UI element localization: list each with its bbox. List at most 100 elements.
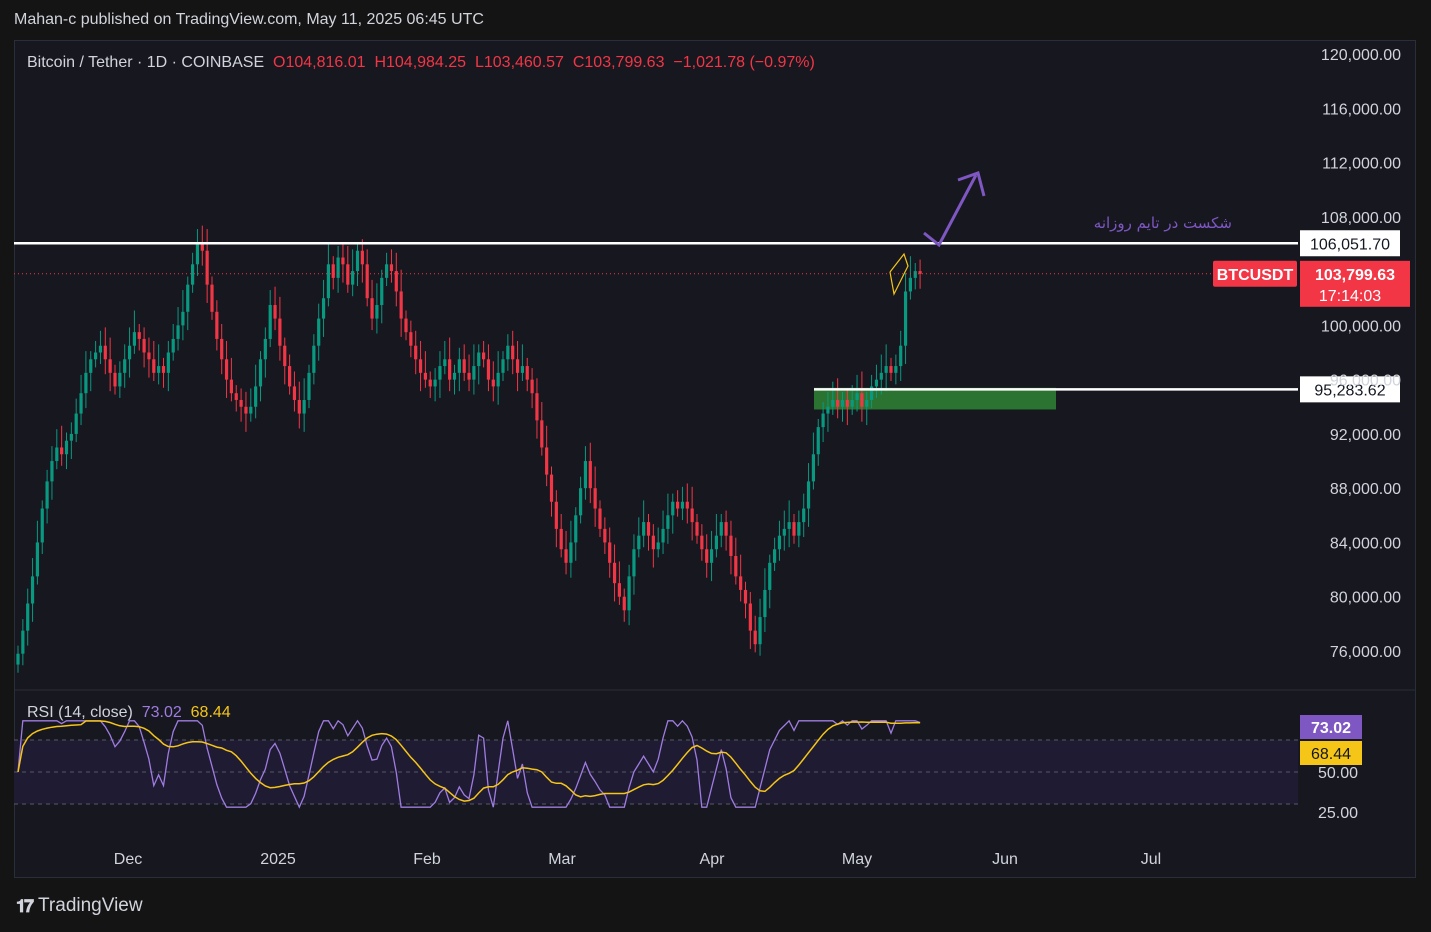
candle-body	[326, 264, 330, 299]
candle-body	[307, 372, 311, 400]
demand-zone	[814, 387, 1056, 410]
candle-body	[195, 243, 200, 265]
symbol-label[interactable]: Bitcoin / Tether · 1D · COINBASE	[27, 54, 265, 71]
candle-body	[254, 386, 258, 407]
candle-body	[157, 366, 161, 373]
candle-body	[360, 250, 364, 265]
candle-body	[220, 338, 224, 360]
price-tick-label: 116,000.00	[1322, 101, 1401, 118]
candle-body	[496, 372, 500, 387]
level-price-tag	[1300, 230, 1400, 257]
time-tick-label: Jun	[992, 851, 1018, 868]
candle-body	[428, 379, 432, 387]
candle-body	[74, 413, 78, 434]
candle-body	[108, 359, 112, 373]
candle-body	[321, 298, 326, 319]
candle-body	[457, 359, 461, 373]
candle-body	[549, 474, 554, 502]
candle-body	[84, 372, 88, 394]
rsi-value-tag	[1300, 715, 1362, 739]
candle-body	[797, 522, 801, 536]
level-price-label: 95,283.62	[1314, 382, 1385, 399]
rsi-tick-label: 25.00	[1318, 805, 1358, 822]
candle-body	[593, 488, 597, 509]
ohlc-legend: Bitcoin / Tether · 1D · COINBASE O104,81…	[27, 54, 815, 72]
symbol-tag	[1213, 260, 1297, 287]
time-tick-label: Apr	[700, 851, 726, 868]
candle-body	[263, 338, 267, 360]
candle-body	[884, 366, 888, 373]
candle-body	[506, 345, 510, 360]
candle-body	[443, 359, 447, 367]
change-value: −1,021.78 (−0.97%)	[673, 54, 815, 71]
candle-body	[773, 549, 777, 563]
candle-body	[855, 393, 859, 400]
candle-body	[646, 522, 651, 536]
candle-body	[889, 366, 893, 373]
candle-body	[753, 630, 757, 645]
candle-body	[45, 481, 49, 509]
candle-body	[239, 399, 243, 407]
candle-body	[850, 399, 854, 407]
candle-body	[137, 332, 141, 339]
candle-body	[21, 630, 25, 654]
candle-body	[433, 379, 437, 387]
candle-body	[491, 379, 495, 387]
candle-body	[816, 427, 820, 455]
candle-body	[472, 366, 476, 380]
footer-logo-text: TradingView	[38, 895, 143, 916]
candle-body	[89, 359, 93, 373]
candle-body	[283, 345, 287, 367]
candle-body	[637, 535, 641, 550]
candle-body	[152, 359, 156, 373]
candle-body	[477, 352, 481, 367]
candle-body	[826, 406, 830, 414]
candle-body	[758, 617, 762, 645]
candle-body	[229, 379, 233, 394]
candle-body	[346, 264, 350, 285]
candle-body	[64, 440, 69, 455]
candle-body	[811, 454, 815, 482]
rsi-ma-legend-value: 68.44	[190, 704, 231, 721]
candle-body	[404, 318, 408, 333]
candle-body	[714, 535, 718, 550]
candle-body	[782, 528, 786, 536]
candle-body	[603, 528, 607, 543]
candle-body	[840, 399, 845, 407]
candle-body	[768, 562, 772, 590]
breakout-arrow-path	[923, 174, 978, 248]
candle-body	[118, 372, 122, 387]
candle-body	[598, 508, 602, 529]
candle-body	[94, 352, 98, 360]
candle-body	[627, 576, 631, 611]
candle-body	[676, 501, 680, 509]
candle-body	[831, 399, 835, 407]
price-tick-label: 92,000.00	[1330, 427, 1401, 444]
candle-body	[894, 366, 898, 373]
time-tick-label: Feb	[413, 851, 441, 868]
price-tick-label: 88,000.00	[1330, 481, 1401, 498]
rsi-ma-label: 68.44	[1311, 746, 1351, 763]
candle-body	[870, 386, 874, 400]
footer[interactable]: 𝟏𝟕 TradingView	[16, 895, 143, 917]
candle-body	[617, 583, 621, 597]
candle-body	[385, 264, 389, 278]
candle-body	[40, 508, 44, 543]
candle-body	[734, 556, 738, 577]
candle-body	[365, 264, 369, 299]
rsi-label[interactable]: RSI (14, close)	[27, 704, 133, 721]
chart-frame[interactable]	[14, 40, 1416, 878]
chart-svg[interactable]: 106,051.70 95,283.62 BTCUSDT 103,799.63 17:1…	[14, 40, 1416, 878]
current-price-tag	[1300, 260, 1410, 307]
candle-body	[123, 359, 127, 373]
current-price-label: 103,799.63	[1315, 267, 1395, 284]
candle-body	[554, 501, 558, 529]
candle-body	[642, 522, 646, 536]
candle-body	[860, 393, 864, 407]
candle-body	[452, 372, 457, 380]
price-tick-label: 84,000.00	[1330, 535, 1401, 552]
candle-body	[792, 522, 796, 536]
candle-body	[724, 522, 728, 536]
rsi-legend-value: 73.02	[141, 704, 182, 721]
candle-body	[341, 257, 345, 265]
